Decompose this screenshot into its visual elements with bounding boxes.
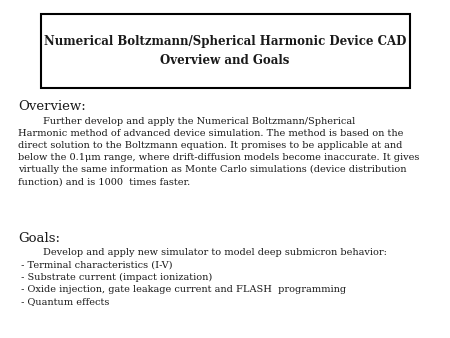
- Text: Develop and apply new simulator to model deep submicron behavior:
 - Terminal ch: Develop and apply new simulator to model…: [18, 248, 387, 306]
- Text: Further develop and apply the Numerical Boltzmann/Spherical
Harmonic method of a: Further develop and apply the Numerical …: [18, 117, 419, 187]
- Text: Numerical Boltzmann/Spherical Harmonic Device CAD
Overview and Goals: Numerical Boltzmann/Spherical Harmonic D…: [44, 35, 406, 67]
- Text: Goals:: Goals:: [18, 232, 60, 244]
- Bar: [40, 14, 410, 88]
- Text: Overview:: Overview:: [18, 100, 86, 113]
